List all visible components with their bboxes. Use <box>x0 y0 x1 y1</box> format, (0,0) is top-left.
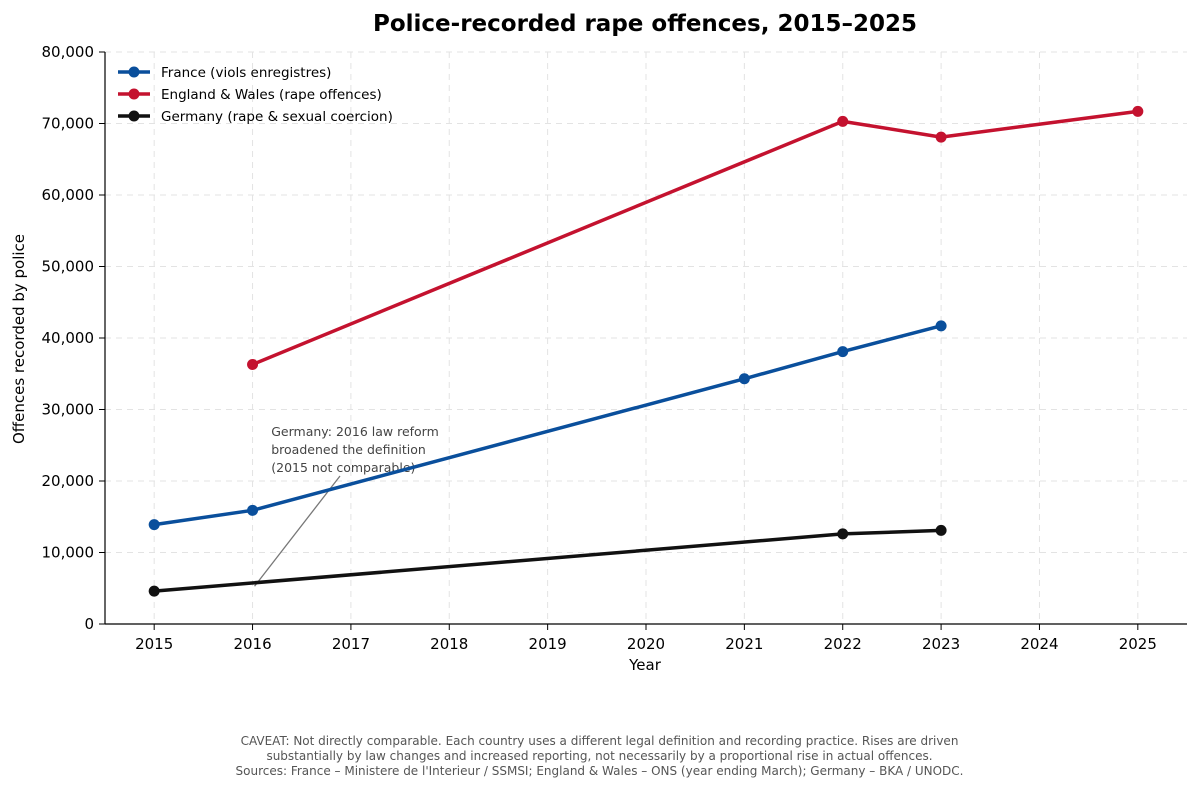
y-tick-label: 10,000 <box>42 544 95 562</box>
x-tick-label: 2019 <box>529 635 567 653</box>
data-point <box>148 585 160 597</box>
y-tick-label: 80,000 <box>42 43 95 61</box>
y-tick-label: 60,000 <box>42 186 95 204</box>
annotation-line: broadened the definition <box>271 442 426 457</box>
annotation: Germany: 2016 law reform broadened the de… <box>254 424 439 587</box>
legend-label: France (viols enregistres) <box>161 65 331 81</box>
x-tick-label: 2023 <box>922 635 960 653</box>
y-tick-label: 30,000 <box>42 401 95 419</box>
caveat-line-3: Sources: France – Ministere de l'Interie… <box>235 764 964 778</box>
legend: France (viols enregistres) England & Wale… <box>118 65 393 125</box>
data-point <box>837 346 849 358</box>
y-tick-label: 70,000 <box>42 115 95 133</box>
series-line-1 <box>250 109 1140 367</box>
data-point <box>247 504 259 516</box>
data-point <box>837 115 849 127</box>
x-tick-label: 2022 <box>824 635 862 653</box>
line-chart: Police-recorded rape offences, 2015–2025… <box>10 11 1187 674</box>
data-point <box>935 320 947 332</box>
x-tick-label: 2016 <box>233 635 271 653</box>
y-axis-label: Offences recorded by police <box>10 234 28 444</box>
y-tick-label: 40,000 <box>42 329 95 347</box>
series-group <box>148 105 1144 597</box>
caveat-footer: CAVEAT: Not directly comparable. Each co… <box>0 734 1199 779</box>
data-point <box>935 524 947 536</box>
legend-swatch-marker <box>128 66 140 78</box>
x-tick-label: 2025 <box>1119 635 1157 653</box>
data-point <box>148 519 160 531</box>
ticks: 2015 2016 2017 2018 2019 2020 2021 2022 2023 2024… <box>42 43 1157 653</box>
legend-swatch-marker <box>128 88 140 100</box>
y-tick-label: 20,000 <box>42 472 95 490</box>
caveat-line-1: CAVEAT: Not directly comparable. Each co… <box>240 734 959 748</box>
data-point <box>247 358 259 370</box>
annotation-line: Germany: 2016 law reform <box>271 424 439 439</box>
data-point <box>1132 105 1144 117</box>
data-point <box>738 373 750 385</box>
y-tick-label: 0 <box>84 615 94 633</box>
x-tick-label: 2021 <box>725 635 763 653</box>
chart-title: Police-recorded rape offences, 2015–2025 <box>373 11 917 37</box>
y-tick-label: 50,000 <box>42 258 95 276</box>
annotation-line: (2015 not comparable) <box>271 460 415 475</box>
legend-swatch-marker <box>128 110 140 122</box>
grid <box>105 51 1187 624</box>
x-tick-label: 2017 <box>332 635 370 653</box>
legend-label: Germany (rape & sexual coercion) <box>161 109 393 125</box>
caveat-line-2: substantially by law changes and increas… <box>266 749 933 763</box>
annotation-arrow <box>254 475 341 587</box>
x-tick-label: 2020 <box>627 635 665 653</box>
x-tick-label: 2018 <box>430 635 468 653</box>
legend-label: England & Wales (rape offences) <box>161 87 382 103</box>
x-tick-label: 2015 <box>135 635 173 653</box>
data-point <box>837 528 849 540</box>
x-axis-label: Year <box>628 656 662 674</box>
data-point <box>935 131 947 143</box>
x-tick-label: 2024 <box>1020 635 1058 653</box>
